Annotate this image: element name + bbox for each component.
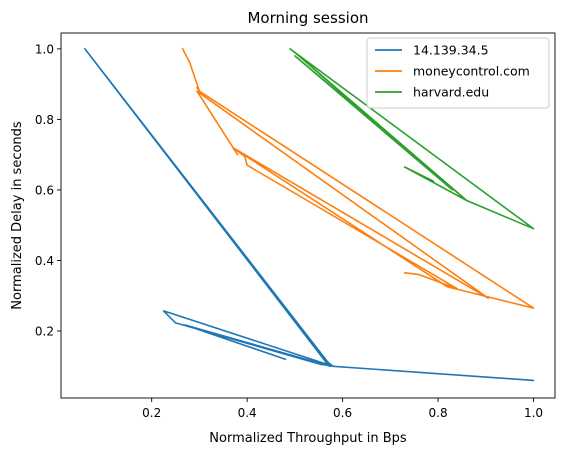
x-tick-label: 0.4	[238, 406, 257, 420]
legend-label-1: moneycontrol.com	[413, 64, 530, 79]
y-tick-label: 0.6	[35, 183, 54, 197]
axes: 0.2 0.4 0.6 0.8 1.0 0.2 0.4 0.6 0.8 1.0	[35, 32, 556, 420]
legend: 14.139.34.5 moneycontrol.com harvard.edu	[366, 37, 550, 109]
series-line-0	[83, 47, 535, 382]
x-tick-label: 0.8	[429, 406, 448, 420]
y-tick-label: 0.4	[35, 254, 54, 268]
y-axis-label: Normalized Delay in seconds	[10, 121, 25, 310]
legend-label-0: 14.139.34.5	[413, 43, 489, 58]
series-line-1	[181, 47, 535, 309]
axes-frame	[60, 32, 556, 399]
x-tick-label: 1.0	[524, 406, 543, 420]
y-tick-label: 1.0	[35, 42, 54, 56]
x-tick-label: 0.2	[142, 406, 161, 420]
series-line-2	[288, 47, 535, 230]
x-axis-label: Normalized Throughput in Bps	[209, 431, 407, 446]
legend-box	[366, 37, 550, 109]
y-tick-label: 0.8	[35, 113, 54, 127]
plot-area	[83, 47, 535, 382]
legend-label-2: harvard.edu	[413, 85, 489, 100]
chart-title: Morning session	[247, 9, 368, 27]
y-tick-label: 0.2	[35, 324, 54, 338]
x-tick-label: 0.6	[333, 406, 352, 420]
